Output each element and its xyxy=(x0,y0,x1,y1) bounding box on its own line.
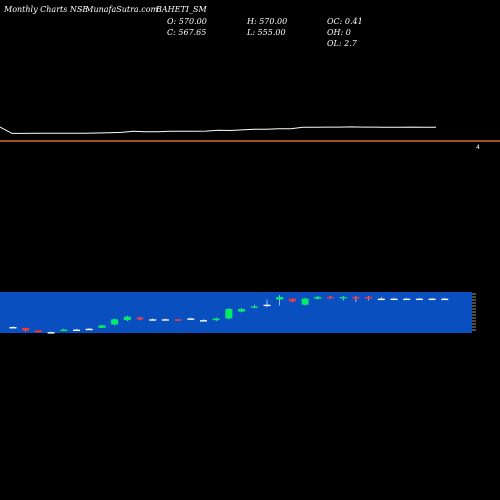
candle-body xyxy=(123,316,131,321)
candle-body xyxy=(149,319,157,321)
candle-body xyxy=(339,296,347,299)
volume-axis-ticks xyxy=(472,293,476,331)
candle-body xyxy=(263,304,271,307)
candle-body xyxy=(377,298,385,301)
candle-body xyxy=(22,327,30,331)
price-line xyxy=(0,126,436,134)
candle-body xyxy=(225,308,233,319)
candle-body xyxy=(238,308,246,312)
candle-body xyxy=(301,298,309,305)
candle-body xyxy=(73,329,80,332)
candle-body xyxy=(136,317,144,320)
candle-body xyxy=(327,296,334,299)
candle-body xyxy=(352,296,360,299)
candle-series xyxy=(9,295,449,334)
candle-body xyxy=(314,296,322,299)
candle-body xyxy=(390,298,398,301)
open-value: O: 570.00 xyxy=(167,17,207,26)
candle-body xyxy=(288,298,296,302)
candle-body xyxy=(365,296,373,299)
candle-body xyxy=(415,298,423,301)
oc-value: OC: 0.41 xyxy=(327,17,363,26)
candle-body xyxy=(60,329,68,332)
candle-body xyxy=(111,319,119,325)
ol-value: OL: 2.7 xyxy=(327,39,357,48)
candle-body xyxy=(47,332,55,334)
candle-body xyxy=(34,330,42,333)
candle-body xyxy=(85,328,93,331)
candle-body xyxy=(9,327,17,329)
candle-body xyxy=(187,318,195,320)
oh-value: OH: 0 xyxy=(327,28,351,37)
site-label: Monthly Charts NSE xyxy=(4,5,89,14)
price-axis-marker: 4 xyxy=(476,144,480,151)
candle-body xyxy=(441,298,449,301)
candle-body xyxy=(174,319,182,321)
candle-body xyxy=(98,325,106,328)
symbol-label: BAHETI_SM xyxy=(156,5,207,14)
candle-body xyxy=(200,320,207,322)
close-value: C: 567.65 xyxy=(167,28,207,37)
candle-body xyxy=(161,319,169,321)
candle-body xyxy=(276,296,284,300)
low-value: L: 555.00 xyxy=(247,28,286,37)
source-label: - MunafaSutra.com xyxy=(80,5,159,14)
candle-body xyxy=(250,306,258,308)
candle-body xyxy=(428,298,436,301)
candle-body xyxy=(403,298,411,301)
price-panel xyxy=(0,126,500,142)
volume-panel xyxy=(0,292,472,333)
high-value: H: 570.00 xyxy=(247,17,288,26)
candle-body xyxy=(212,318,220,321)
